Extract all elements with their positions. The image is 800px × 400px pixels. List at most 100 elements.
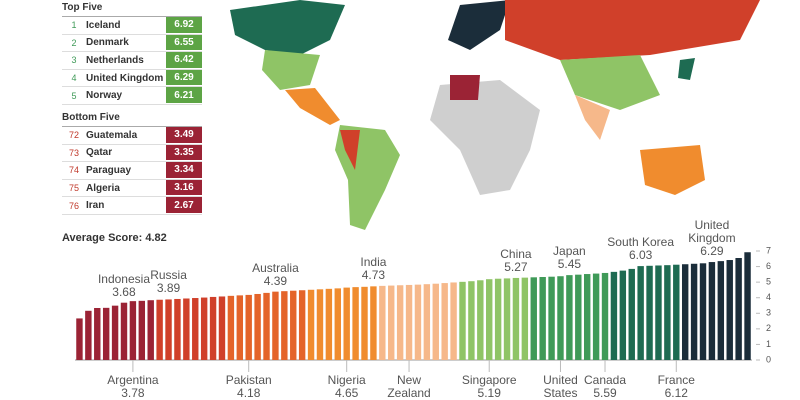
bar	[405, 284, 413, 360]
bar	[583, 274, 591, 360]
bar	[281, 291, 288, 360]
table-title: Top Five	[62, 2, 202, 17]
y-tick-label: 6	[766, 261, 771, 271]
country: Iceland	[86, 19, 121, 31]
country: United Kingdom	[86, 72, 164, 84]
bar-label: South Korea 6.03	[605, 236, 677, 262]
value-label: 4.39	[263, 273, 288, 288]
average-label: Average Score:	[62, 232, 143, 244]
table-row: 75 Algeria 3.16	[62, 179, 202, 198]
value-label: 5.27	[504, 259, 528, 274]
bar	[325, 288, 333, 360]
country: Denmark	[86, 37, 129, 49]
bar	[94, 307, 101, 360]
bar	[370, 286, 377, 360]
table-row: 72 Guatemala 3.49	[62, 127, 202, 145]
map-region	[678, 58, 695, 80]
y-tick-label: 7	[766, 245, 771, 255]
map-region	[340, 130, 360, 170]
category-label: Singapore	[461, 373, 517, 387]
value-label: 4.73	[361, 268, 386, 283]
score: 3.34	[166, 162, 202, 179]
bar	[388, 285, 395, 360]
map-region	[430, 80, 540, 195]
country: Netherlands	[86, 54, 144, 66]
bar	[209, 296, 217, 360]
value-label: 5.19	[477, 386, 501, 400]
rank: 73	[68, 147, 79, 158]
bar	[628, 268, 635, 360]
bar	[450, 282, 457, 360]
bar	[263, 292, 270, 360]
value-label: 6.29	[700, 244, 724, 259]
bar	[557, 276, 564, 360]
map-region	[450, 75, 480, 100]
bar	[200, 297, 208, 360]
category-label: Russia	[150, 268, 187, 283]
score: 6.92	[166, 17, 202, 34]
bar	[592, 273, 600, 360]
y-tick-label: 3	[766, 308, 771, 318]
bar	[477, 280, 484, 360]
bar	[459, 281, 466, 360]
value-label: 6.12	[664, 386, 688, 400]
table-row: 3 Netherlands 6.42	[62, 52, 202, 70]
bar-label: Indonesia 3.68	[88, 272, 160, 299]
world-map	[230, 0, 760, 230]
score: 6.42	[166, 52, 202, 69]
bar	[183, 298, 190, 360]
bar-label: United Kingdom 6.29	[676, 219, 748, 258]
bar	[468, 281, 475, 360]
bar-label: Pakistan 4.18	[219, 374, 279, 400]
bar	[396, 285, 404, 360]
value-label: 3.89	[156, 281, 181, 296]
average-value: 4.82	[145, 232, 167, 244]
category-label: United Kingdom	[688, 218, 736, 246]
map-region	[262, 50, 320, 90]
bar	[227, 295, 235, 360]
category-label: Nigeria	[327, 373, 366, 387]
category-label: Pakistan	[225, 373, 272, 387]
rank: 76	[68, 200, 79, 211]
bar	[352, 287, 359, 360]
bar	[414, 284, 422, 360]
bar	[298, 290, 306, 360]
table-row: 76 Iran 2.67	[62, 197, 202, 215]
bar	[548, 276, 555, 360]
y-tick-label: 4	[766, 292, 771, 302]
bar	[539, 277, 546, 360]
bar	[138, 300, 146, 360]
bar	[218, 296, 226, 360]
bar	[156, 299, 163, 360]
value-label: 5.59	[593, 386, 617, 400]
score: 6.21	[166, 87, 202, 104]
bar	[664, 265, 671, 360]
bar	[147, 300, 154, 360]
bar-label: Australia 4.39	[239, 261, 311, 288]
bar	[245, 294, 252, 360]
value-label: 3.78	[121, 386, 145, 400]
average-score: Average Score: 4.82	[62, 232, 167, 244]
bar-label: France 6.12	[646, 374, 706, 400]
bar	[575, 274, 582, 360]
bar	[699, 263, 707, 360]
bar	[343, 287, 350, 360]
table-row: 1 Iceland 6.92	[62, 17, 202, 35]
category-label: Japan	[553, 244, 586, 259]
bar	[673, 264, 680, 360]
category-label: New Zealand	[387, 373, 431, 400]
bar	[619, 270, 627, 360]
bar	[76, 318, 83, 360]
bar	[655, 265, 662, 360]
value-label: 4.18	[237, 386, 261, 400]
bar	[192, 298, 199, 360]
bar	[637, 266, 644, 360]
value-label: 6.03	[628, 248, 653, 263]
score: 6.55	[166, 34, 202, 52]
bar	[708, 262, 716, 360]
bar-label: China 5.27	[480, 247, 552, 274]
map-region	[448, 0, 510, 50]
bar	[566, 275, 573, 360]
country: Iran	[86, 200, 105, 212]
bar	[494, 278, 502, 360]
